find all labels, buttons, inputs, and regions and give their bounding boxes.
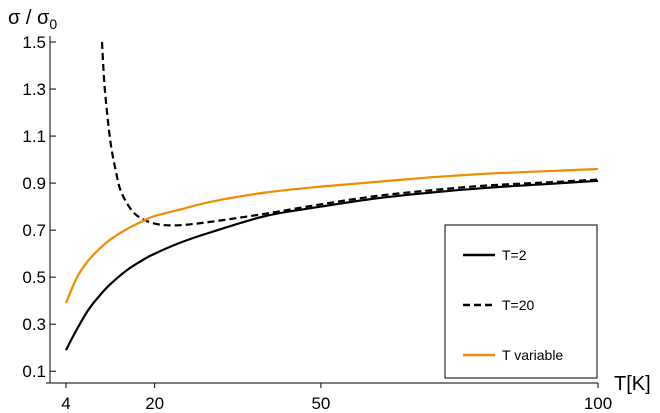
x-tick-label: 20 (145, 394, 164, 413)
y-tick-label: 1.5 (22, 33, 46, 52)
series-line-t-20 (100, 41, 599, 227)
y-tick-label: 0.7 (22, 221, 46, 240)
series-line-t-2 (65, 179, 599, 351)
x-tick-label: 50 (311, 394, 330, 413)
y-tick-label: 1.3 (22, 80, 46, 99)
x-tick-label: 4 (61, 394, 70, 413)
y-ticks: 0.1 0.3 0.5 0.7 0.9 1.1 1.3 1.5 (22, 33, 56, 381)
legend-label: T=2 (502, 247, 527, 263)
y-axis-label-subscript: 0 (49, 16, 57, 32)
x-ticks: 4 20 50 100 (61, 383, 612, 413)
series-line-t-variable (64, 167, 599, 304)
y-axis-label: σ / σ0 (8, 7, 57, 32)
axes (46, 36, 598, 384)
x-axis-label: T[K] (614, 373, 651, 395)
y-tick-label: 0.3 (22, 315, 46, 334)
legend-label: T variable (502, 347, 563, 363)
legend-box (444, 224, 598, 379)
y-tick-label: 1.1 (22, 127, 46, 146)
series-layer (64, 41, 599, 351)
legend-label: T=20 (502, 297, 535, 313)
y-tick-label: 0.5 (22, 268, 46, 287)
legend: T=2 T=20 T variable (444, 224, 598, 379)
x-tick-label: 100 (584, 394, 612, 413)
y-tick-label: 0.1 (22, 362, 46, 381)
y-tick-label: 0.9 (22, 174, 46, 193)
